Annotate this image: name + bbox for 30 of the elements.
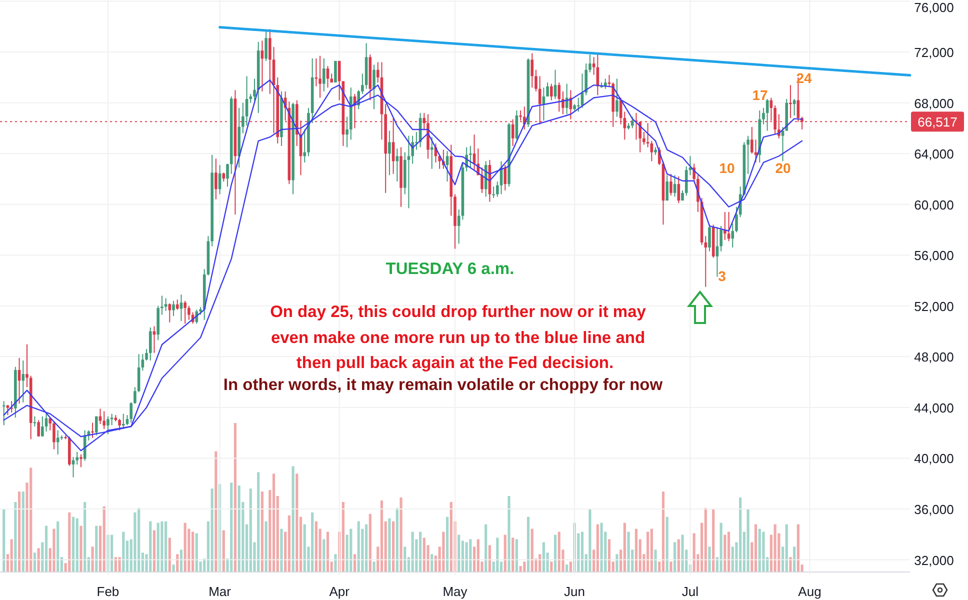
annotation: even make one more run up to the blue line and [270,329,646,347]
y-tick-label: 76,000 [914,0,954,15]
annotation: TUESDAY 6 a.m. [386,260,514,278]
x-tick-label: Apr [329,584,350,599]
y-tick-label: 36,000 [914,502,954,517]
ref-line-label: 66,517 [918,114,958,130]
annotation: In other words, it may remain volatile or choppy for now [223,376,663,394]
y-tick-label: 48,000 [914,350,954,365]
y-tick-label: 40,000 [914,451,954,466]
x-tick-label: Aug [798,584,822,599]
y-tick-label: 64,000 [914,146,954,162]
x-tick-label: Jul [682,584,699,599]
y-tick-label: 52,000 [914,298,954,314]
annotation: 3 [718,268,726,284]
annotation: then pull back again at the Fed decision. [296,354,614,372]
x-tick-label: Jun [564,584,586,599]
x-tick-label: Mar [208,584,232,599]
annotation: 24 [796,70,812,86]
annotation: 10 [719,160,735,176]
y-tick-label: 44,000 [914,400,954,416]
annotation: 17 [752,87,768,103]
x-tick-label: May [442,584,468,599]
y-tick-label: 68,000 [914,96,954,111]
y-tick-label: 60,000 [914,197,954,212]
x-tick-label: Feb [96,584,120,599]
annotation: On day 25, this could drop further now or it may [270,303,647,321]
annotation: 20 [775,160,791,176]
y-tick-label: 72,000 [914,45,954,60]
y-tick-label: 32,000 [914,552,954,568]
y-tick-label: 56,000 [914,248,954,264]
